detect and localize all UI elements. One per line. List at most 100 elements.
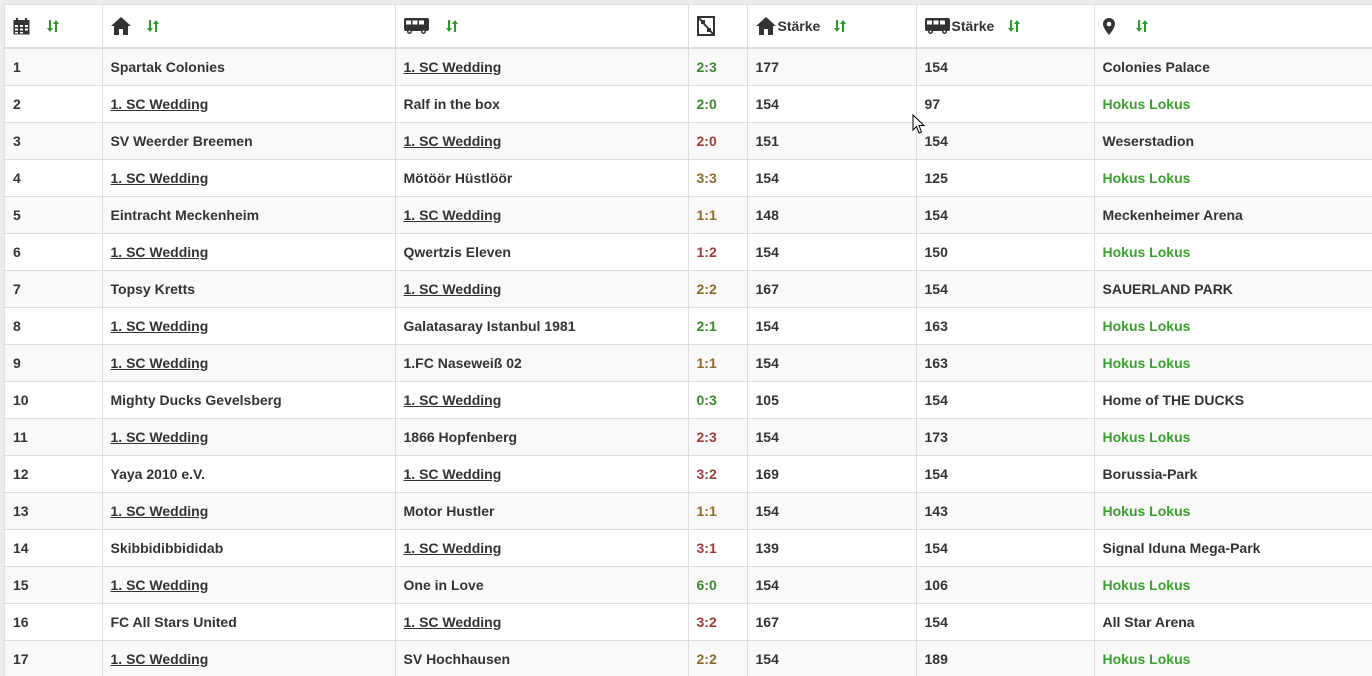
venue-cell: Hokus Lokus xyxy=(1094,418,1372,456)
result-text: 2:1 xyxy=(696,317,717,334)
away-team-text[interactable]: 1. SC Wedding xyxy=(403,58,502,75)
matchday-cell: 2 xyxy=(5,85,103,123)
venue-cell: All Star Arena xyxy=(1094,603,1372,641)
col-header-home-team[interactable] xyxy=(102,5,396,49)
home-team-text: Yaya 2010 e.V. xyxy=(110,465,205,482)
home-team-text: FC All Stars United xyxy=(110,613,237,630)
matchday-text: 8 xyxy=(13,317,21,334)
away-team-text: 1.FC Naseweiß 02 xyxy=(403,354,522,371)
sort-arrows-icon[interactable] xyxy=(445,20,458,32)
away-team-text[interactable]: 1. SC Wedding xyxy=(403,613,502,630)
home-team-cell: Spartak Colonies xyxy=(102,48,396,86)
home-team-text: Topsy Kretts xyxy=(110,280,196,297)
away-strength-text: 154 xyxy=(924,58,948,75)
home-strength-cell: 151 xyxy=(747,122,917,160)
venue-cell: Home of THE DUCKS xyxy=(1094,381,1372,419)
away-team-text: Galatasaray Istanbul 1981 xyxy=(403,317,576,334)
away-team-text[interactable]: 1. SC Wedding xyxy=(403,206,502,223)
venue-text: Meckenheimer Arena xyxy=(1102,206,1243,223)
venue-cell: Colonies Palace xyxy=(1094,48,1372,86)
home-team-text[interactable]: 1. SC Wedding xyxy=(110,354,209,371)
away-team-text[interactable]: 1. SC Wedding xyxy=(403,132,502,149)
home-team-text[interactable]: 1. SC Wedding xyxy=(110,169,209,186)
result-cell: 1:1 xyxy=(688,344,748,382)
table-row: 5 Eintracht Meckenheim 1. SC Wedding 1:1 148… xyxy=(5,196,1372,234)
home-team-text[interactable]: 1. SC Wedding xyxy=(110,317,209,334)
home-team-cell: Yaya 2010 e.V. xyxy=(102,455,396,493)
sort-arrows-icon[interactable] xyxy=(834,20,847,32)
away-team-cell: 1. SC Wedding xyxy=(395,455,689,493)
venue-text: Borussia-Park xyxy=(1102,465,1198,482)
col-header-matchday[interactable] xyxy=(5,5,103,49)
result-text: 2:2 xyxy=(696,280,717,297)
sort-arrows-icon[interactable] xyxy=(146,20,159,32)
sort-arrows-icon[interactable] xyxy=(1008,20,1021,32)
away-strength-text: 154 xyxy=(924,391,948,408)
calendar-icon xyxy=(13,17,30,35)
result-text: 2:2 xyxy=(696,650,717,667)
result-text: 2:3 xyxy=(696,428,717,445)
home-strength-cell: 105 xyxy=(747,381,917,419)
result-cell: 0:3 xyxy=(688,381,748,419)
home-strength-text: 154 xyxy=(755,169,779,186)
home-team-text[interactable]: 1. SC Wedding xyxy=(110,576,209,593)
home-team-text[interactable]: 1. SC Wedding xyxy=(110,502,209,519)
home-team-text[interactable]: 1. SC Wedding xyxy=(110,650,209,667)
away-team-text[interactable]: 1. SC Wedding xyxy=(403,539,502,556)
matchday-cell: 7 xyxy=(5,270,103,308)
home-team-text[interactable]: 1. SC Wedding xyxy=(110,95,209,112)
matchday-text: 11 xyxy=(13,428,28,445)
col-header-away-team[interactable] xyxy=(395,5,689,49)
matchday-cell: 15 xyxy=(5,566,103,604)
col-header-home-strength[interactable]: Stärke xyxy=(747,5,917,49)
home-strength-text: 169 xyxy=(755,465,779,482)
away-strength-cell: 173 xyxy=(916,418,1095,456)
home-strength-cell: 154 xyxy=(747,307,917,345)
bus-icon xyxy=(403,18,429,34)
venue-text: Signal Iduna Mega-Park xyxy=(1102,539,1261,556)
table-row: 6 1. SC Wedding Qwertzis Eleven 1:2 154 150 Ho… xyxy=(5,233,1372,271)
col-header-away-strength[interactable]: Stärke xyxy=(916,5,1095,49)
result-text: 6:0 xyxy=(696,576,717,593)
away-team-text[interactable]: 1. SC Wedding xyxy=(403,465,502,482)
away-team-cell: Mötöör Hüstlöör xyxy=(395,159,689,197)
away-strength-text: 106 xyxy=(924,576,948,593)
sort-arrows-icon[interactable] xyxy=(47,20,59,32)
away-team-text: Mötöör Hüstlöör xyxy=(403,169,513,186)
result-cell: 2:3 xyxy=(688,48,748,86)
home-team-text[interactable]: 1. SC Wedding xyxy=(110,428,209,445)
table-row: 14 Skibbidibbididab 1. SC Wedding 3:1 139 154… xyxy=(5,529,1372,567)
matchday-cell: 16 xyxy=(5,603,103,641)
matchday-cell: 14 xyxy=(5,529,103,567)
home-team-cell: 1. SC Wedding xyxy=(102,344,396,382)
result-cell: 1:1 xyxy=(688,196,748,234)
matchday-cell: 11 xyxy=(5,418,103,456)
venue-cell: Borussia-Park xyxy=(1094,455,1372,493)
home-team-cell: 1. SC Wedding xyxy=(102,307,396,345)
venue-cell: Weserstadion xyxy=(1094,122,1372,160)
away-team-text[interactable]: 1. SC Wedding xyxy=(403,280,502,297)
result-text: 1:2 xyxy=(696,243,717,260)
away-strength-cell: 154 xyxy=(916,122,1095,160)
home-strength-text: 154 xyxy=(755,428,779,445)
away-strength-cell: 125 xyxy=(916,159,1095,197)
matchday-text: 6 xyxy=(13,243,21,260)
home-team-cell: 1. SC Wedding xyxy=(102,492,396,530)
venue-text: Hokus Lokus xyxy=(1102,95,1191,112)
matchday-text: 10 xyxy=(13,391,29,408)
home-team-text[interactable]: 1. SC Wedding xyxy=(110,243,209,260)
venue-text: Home of THE DUCKS xyxy=(1102,391,1245,408)
away-team-cell: 1. SC Wedding xyxy=(395,196,689,234)
table-row: 10 Mighty Ducks Gevelsberg 1. SC Wedding 0:… xyxy=(5,381,1372,419)
away-strength-text: 154 xyxy=(924,206,948,223)
away-team-text: One in Love xyxy=(403,576,484,593)
sort-arrows-icon[interactable] xyxy=(1135,20,1148,32)
home-team-cell: 1. SC Wedding xyxy=(102,566,396,604)
away-strength-label: Stärke xyxy=(951,18,995,34)
away-team-cell: 1. SC Wedding xyxy=(395,122,689,160)
away-team-text[interactable]: 1. SC Wedding xyxy=(403,391,502,408)
col-header-venue[interactable] xyxy=(1094,5,1372,49)
away-strength-text: 173 xyxy=(924,428,948,445)
result-cell: 2:3 xyxy=(688,418,748,456)
away-team-cell: Ralf in the box xyxy=(395,85,689,123)
